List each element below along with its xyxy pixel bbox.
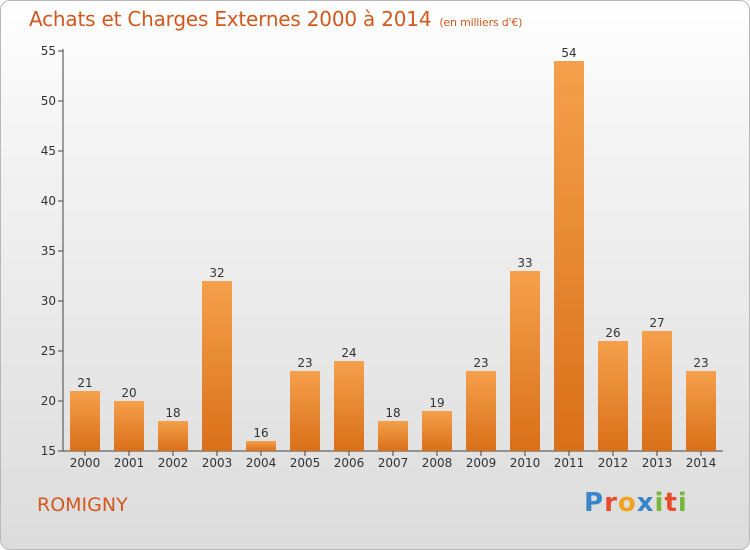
y-tick-label: 50 [41,94,56,108]
x-tick-label: 2001 [114,456,145,470]
bar-value-label: 18 [165,406,180,420]
y-tick-label: 45 [41,144,56,158]
bar [510,271,540,451]
x-tick-label: 2002 [158,456,189,470]
bar-value-label: 19 [429,396,444,410]
bar-value-label: 33 [517,256,532,270]
x-tick-label: 2011 [554,456,585,470]
bar [466,371,496,451]
x-tick-label: 2004 [246,456,277,470]
bar [642,331,672,451]
y-tick-label: 30 [41,294,56,308]
y-tick-label: 25 [41,344,56,358]
bar [422,411,452,451]
bar-value-label: 23 [473,356,488,370]
bar-value-label: 54 [561,46,576,60]
bar-value-label: 21 [77,376,92,390]
x-tick-label: 2006 [334,456,365,470]
x-tick-label: 2012 [598,456,629,470]
x-tick-label: 2007 [378,456,409,470]
y-tick-label: 15 [41,444,56,458]
bar-value-label: 27 [649,316,664,330]
bar [70,391,100,451]
chart-subtitle: (en milliers d'€) [439,16,523,29]
chart-title-text: Achats et Charges Externes 2000 à 2014 [29,7,432,31]
y-tick-label: 40 [41,194,56,208]
bar-value-label: 26 [605,326,620,340]
bar [554,61,584,451]
bar-value-label: 24 [341,346,356,360]
y-tick-label: 55 [41,44,56,58]
bar [686,371,716,451]
bar [158,421,188,451]
bar [290,371,320,451]
bar-value-label: 23 [297,356,312,370]
chart-title: Achats et Charges Externes 2000 à 2014 (e… [29,7,522,31]
x-tick-label: 2000 [70,456,101,470]
bar-value-label: 18 [385,406,400,420]
bar-value-label: 20 [121,386,136,400]
x-tick-label: 2010 [510,456,541,470]
y-tick-label: 35 [41,244,56,258]
x-tick-label: 2005 [290,456,321,470]
bar [246,441,276,451]
bar [202,281,232,451]
x-tick-label: 2003 [202,456,233,470]
x-tick-label: 2014 [686,456,717,470]
bar-value-label: 23 [693,356,708,370]
bar [378,421,408,451]
bar [114,401,144,451]
bar-value-label: 32 [209,266,224,280]
x-tick-label: 2013 [642,456,673,470]
bar-value-label: 16 [253,426,268,440]
bar [334,361,364,451]
y-tick-label: 20 [41,394,56,408]
x-tick-label: 2009 [466,456,497,470]
x-tick-label: 2008 [422,456,453,470]
place-name: ROMIGNY [37,494,128,516]
proxiti-logo: Proxiti [584,488,688,518]
bar [598,341,628,451]
